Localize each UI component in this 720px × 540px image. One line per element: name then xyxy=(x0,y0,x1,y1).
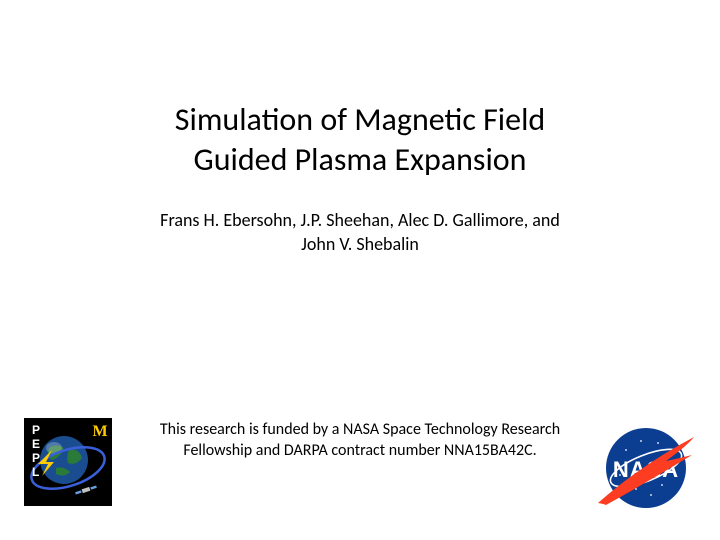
title-line-2: Guided Plasma Expansion xyxy=(194,140,527,179)
authors: Frans H. Ebersohn, J.P. Sheehan, Alec D.… xyxy=(0,208,720,257)
funding-line-2: Fellowship and DARPA contract number NNA… xyxy=(183,441,536,460)
nasa-logo-icon: NASA xyxy=(596,425,696,510)
pepl-logo: M P E P L xyxy=(24,418,112,506)
svg-text:E: E xyxy=(32,437,40,451)
nasa-logo: NASA xyxy=(596,425,696,510)
pepl-logo-icon: M P E P L xyxy=(24,418,112,506)
funding-statement: This research is funded by a NASA Space … xyxy=(130,419,590,462)
funding-line-1: This research is funded by a NASA Space … xyxy=(160,420,560,439)
authors-line-1: Frans H. Ebersohn, J.P. Sheehan, Alec D.… xyxy=(160,209,560,231)
svg-text:P: P xyxy=(32,423,40,437)
title-line-1: Simulation of Magnetic Field xyxy=(175,100,545,139)
title-block: Simulation of Magnetic Field Guided Plas… xyxy=(0,100,720,257)
svg-text:P: P xyxy=(32,451,40,465)
pepl-m-label: M xyxy=(92,423,107,440)
authors-line-2: John V. Shebalin xyxy=(301,233,419,255)
svg-text:L: L xyxy=(32,465,39,479)
slide-title: Simulation of Magnetic Field Guided Plas… xyxy=(0,100,720,180)
